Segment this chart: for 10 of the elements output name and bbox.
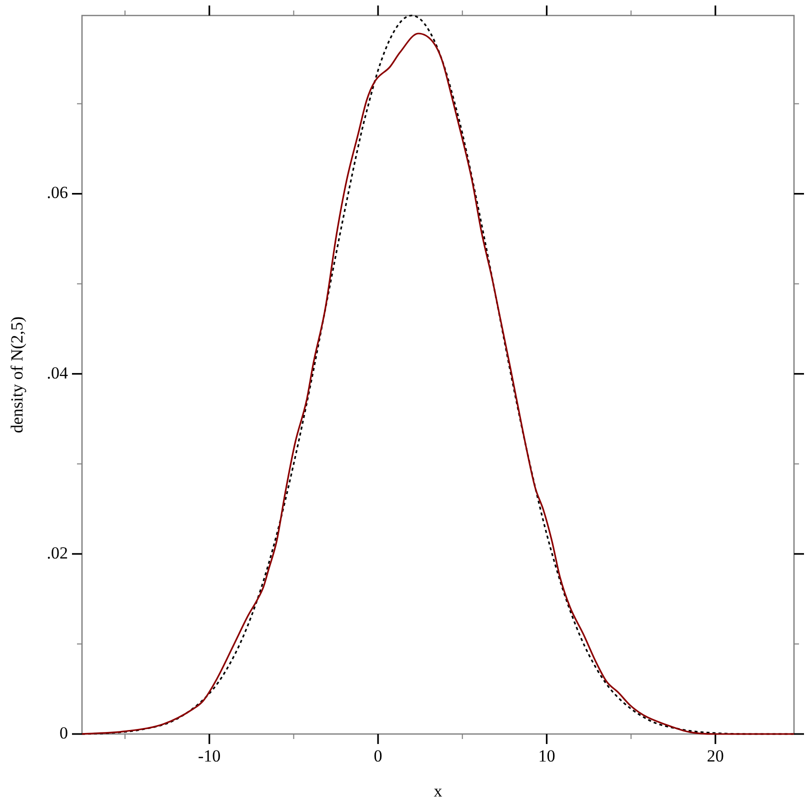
x-tick-label: 0 <box>374 746 382 766</box>
y-axis-title: density of N(2,5) <box>8 316 27 434</box>
y-tick-label: .06 <box>46 183 68 202</box>
x-axis-title: x <box>434 781 443 800</box>
y-tick-label: .02 <box>46 543 68 562</box>
y-tick-label: .04 <box>46 363 68 382</box>
x-tick-label: -10 <box>198 746 221 766</box>
x-tick-label: 10 <box>538 746 556 766</box>
x-tick-label: 20 <box>706 746 724 766</box>
y-tick-label: 0 <box>60 723 68 742</box>
